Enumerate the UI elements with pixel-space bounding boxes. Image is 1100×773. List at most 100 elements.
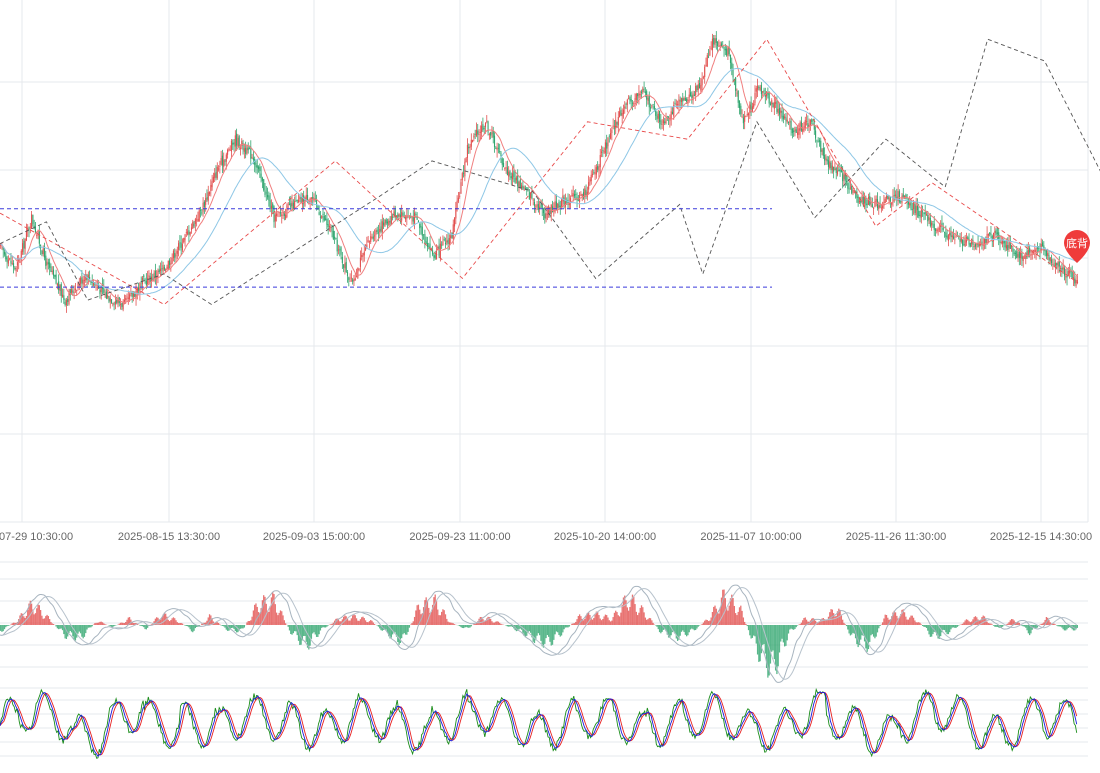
macd-bar bbox=[529, 625, 530, 631]
macd-bar bbox=[916, 622, 917, 625]
candle-body bbox=[775, 102, 776, 104]
candle-body bbox=[204, 202, 205, 207]
macd-bar bbox=[794, 625, 795, 629]
macd-bar bbox=[565, 625, 566, 628]
macd-bar bbox=[426, 597, 427, 625]
macd-bar bbox=[864, 625, 865, 641]
x-tick-label: 2025-08-15 13:30:00 bbox=[118, 531, 220, 543]
macd-bar bbox=[619, 616, 620, 625]
candle-body bbox=[949, 233, 950, 236]
macd-bar bbox=[1034, 625, 1035, 628]
candle-body bbox=[824, 155, 825, 161]
macd-bar bbox=[508, 625, 509, 627]
macd-bar bbox=[240, 625, 241, 629]
candle-body bbox=[1063, 267, 1064, 270]
macd-bar bbox=[1059, 625, 1060, 626]
candle-body bbox=[263, 179, 264, 190]
candle-body bbox=[1003, 241, 1004, 243]
macd-bar bbox=[858, 625, 859, 647]
candle-body bbox=[334, 237, 335, 239]
candle-body bbox=[769, 93, 770, 103]
candle-body bbox=[106, 292, 107, 299]
macd-bar bbox=[771, 625, 772, 652]
candle-body bbox=[607, 138, 608, 146]
macd-bar bbox=[716, 609, 717, 625]
candle-body bbox=[7, 257, 8, 262]
macd-bar bbox=[578, 616, 579, 625]
macd-bar bbox=[850, 625, 851, 635]
candle-body bbox=[593, 172, 594, 173]
macd-bar bbox=[6, 625, 7, 626]
candle-body bbox=[852, 190, 853, 191]
candle-body bbox=[285, 215, 286, 219]
x-tick-label: 2025-10-20 14:00:00 bbox=[554, 531, 656, 543]
candle-body bbox=[221, 158, 222, 165]
candle-body bbox=[182, 244, 183, 250]
candle-body bbox=[930, 218, 931, 226]
macd-bar bbox=[8, 625, 9, 626]
macd-bar bbox=[1060, 625, 1061, 627]
macd-bar bbox=[576, 619, 577, 625]
macd-bar bbox=[747, 625, 748, 626]
candle-body bbox=[240, 148, 241, 149]
candle-body bbox=[820, 141, 821, 152]
candle-body bbox=[770, 103, 771, 105]
candle-body bbox=[450, 235, 451, 238]
macd-bar bbox=[467, 625, 468, 627]
candle-body bbox=[488, 121, 489, 132]
macd-bar bbox=[366, 622, 367, 625]
candle-body bbox=[133, 293, 134, 296]
macd-bar bbox=[701, 624, 702, 625]
candle-body bbox=[1005, 241, 1006, 247]
candle-body bbox=[227, 150, 228, 155]
candle-body bbox=[435, 255, 436, 258]
candle-body bbox=[341, 247, 342, 254]
macd-bar bbox=[647, 619, 648, 625]
macd-bar bbox=[787, 625, 788, 640]
macd-bar bbox=[222, 625, 223, 626]
macd-bar bbox=[35, 613, 36, 625]
candle-body bbox=[330, 227, 331, 228]
candle-body bbox=[807, 123, 808, 127]
candle-body bbox=[439, 246, 440, 256]
candle-body bbox=[339, 249, 340, 250]
macd-bar bbox=[922, 625, 923, 626]
macd-bar bbox=[652, 623, 653, 625]
macd-bar bbox=[502, 624, 503, 625]
candle-body bbox=[486, 121, 487, 122]
macd-bar bbox=[957, 625, 958, 627]
candle-body bbox=[881, 208, 882, 209]
macd-bar bbox=[637, 615, 638, 625]
candle-body bbox=[76, 290, 77, 291]
candle-body bbox=[1048, 255, 1049, 260]
macd-bar bbox=[466, 625, 467, 627]
candle-body bbox=[338, 249, 339, 250]
candle-body bbox=[713, 38, 714, 44]
candle-body bbox=[392, 217, 393, 218]
candle-body bbox=[57, 284, 58, 286]
macd-bar bbox=[251, 617, 252, 625]
candle-body bbox=[257, 165, 258, 168]
macd-bar bbox=[741, 611, 742, 625]
candle-body bbox=[776, 100, 777, 111]
candle-body bbox=[943, 228, 944, 230]
candle-body bbox=[636, 94, 637, 100]
candle-body bbox=[565, 201, 566, 207]
candle-body bbox=[228, 149, 229, 150]
macd-bar bbox=[962, 624, 963, 625]
macd-bar bbox=[316, 625, 317, 637]
macd-bar bbox=[1028, 625, 1029, 633]
candle-body bbox=[632, 103, 633, 104]
candle-body bbox=[174, 253, 175, 258]
candle-body bbox=[383, 223, 384, 226]
candle-body bbox=[780, 111, 781, 113]
macd-bar bbox=[1061, 625, 1062, 628]
candle-body bbox=[478, 134, 479, 135]
macd-bar bbox=[918, 622, 919, 625]
candle-body bbox=[114, 304, 115, 305]
macd-bar bbox=[825, 620, 826, 625]
candle-body bbox=[1047, 253, 1048, 256]
macd-bar bbox=[498, 622, 499, 625]
